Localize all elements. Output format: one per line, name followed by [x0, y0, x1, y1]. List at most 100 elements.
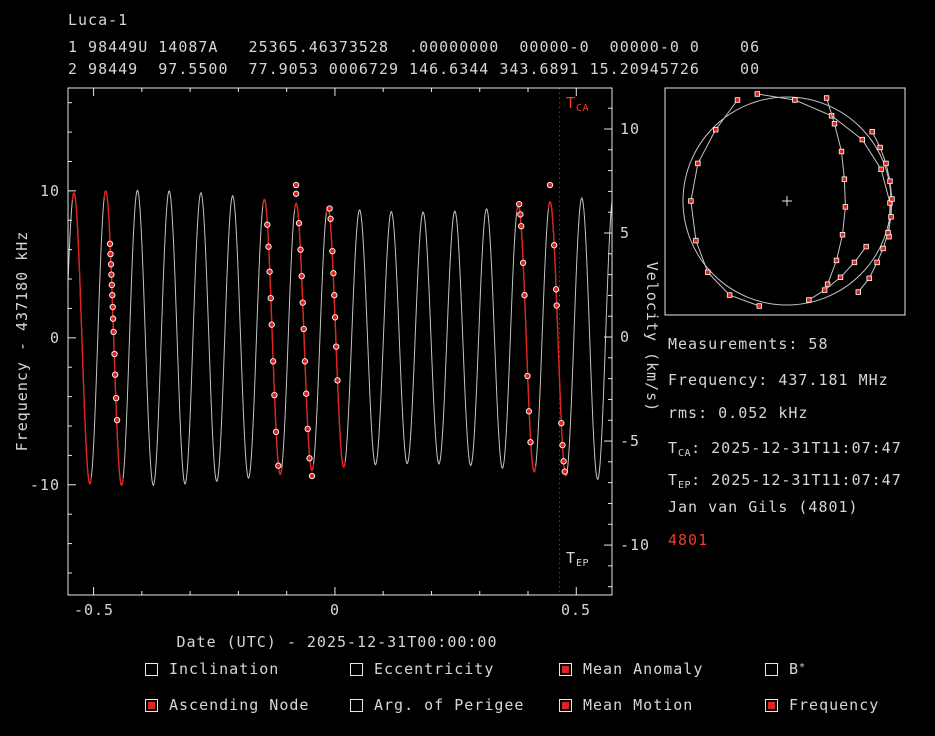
measurement-point[interactable] [330, 270, 337, 277]
measurement-point[interactable] [304, 425, 311, 433]
observed-pass-curve [293, 202, 315, 472]
sky-measurement-point [806, 297, 812, 303]
measurement-point[interactable] [525, 408, 533, 415]
measurement-point[interactable] [308, 472, 316, 480]
sky-measurement-point [831, 121, 838, 127]
measurement-point[interactable] [109, 303, 116, 311]
measurement-point[interactable] [516, 200, 523, 208]
checkbox-inclination[interactable]: Inclination [145, 660, 279, 678]
measurement-point[interactable] [271, 391, 278, 399]
measurement-point[interactable] [300, 325, 307, 333]
doppler-plot[interactable] [67, 87, 613, 596]
measurement-point[interactable] [292, 190, 300, 197]
measurement-point[interactable] [333, 343, 340, 350]
checkbox-ascending-node[interactable]: Ascending Node [145, 696, 309, 714]
measurement-point[interactable] [267, 294, 274, 302]
checkbox-label: Mean Anomaly [583, 660, 704, 678]
observed-pass-curve [103, 190, 124, 486]
sky-track [826, 97, 846, 285]
measurement-point[interactable] [331, 314, 339, 321]
checkbox-arg-of-perigee[interactable]: Arg. of Perigee [350, 696, 524, 714]
checkbox-label: Eccentricity [374, 660, 495, 678]
measurement-point[interactable] [108, 271, 115, 278]
measurement-point[interactable] [299, 299, 306, 306]
sky-measurement-point [855, 289, 861, 295]
measurement-point[interactable] [517, 211, 524, 218]
measurement-point[interactable] [553, 302, 560, 309]
measurement-point[interactable] [552, 286, 560, 293]
sky-measurement-point [869, 128, 875, 135]
measurement-point[interactable] [272, 428, 280, 436]
checkbox-bstar[interactable]: B* [765, 660, 806, 678]
measurement-point[interactable] [268, 321, 275, 328]
measurement-point[interactable] [301, 358, 309, 365]
measurement-point[interactable] [527, 439, 534, 446]
measurement-point[interactable] [107, 261, 115, 268]
tle-line-2: 2 98449 97.5500 77.9053 0006729 146.6344… [68, 60, 761, 78]
sky-measurement-point [878, 166, 884, 172]
measurement-point[interactable] [561, 468, 568, 475]
observed-pass-curve [325, 206, 346, 468]
sky-measurement-point [859, 136, 865, 143]
measurement-point[interactable] [265, 243, 272, 250]
checkbox-eccentricity[interactable]: Eccentricity [350, 660, 495, 678]
zenith-cross-icon [782, 196, 792, 206]
measurement-point[interactable] [326, 205, 333, 212]
sky-measurement-point [693, 237, 699, 244]
measurement-point[interactable] [269, 358, 277, 365]
measurement-point[interactable] [110, 328, 117, 336]
measurement-point[interactable] [297, 246, 304, 253]
measurement-point[interactable] [334, 377, 341, 384]
measurement-point[interactable] [275, 462, 282, 469]
measurement-point[interactable] [108, 281, 115, 289]
sky-measurement-point [863, 243, 869, 250]
sky-measurement-point [841, 176, 848, 182]
measurement-point[interactable] [331, 292, 338, 299]
sky-measurement-point [838, 148, 845, 155]
checkbox-box [765, 698, 778, 712]
measurement-point[interactable] [327, 215, 334, 222]
velocity-tick-label: -10 [620, 536, 651, 554]
checkbox-frequency[interactable]: Frequency [765, 696, 880, 714]
measurement-point[interactable] [113, 416, 121, 424]
measurement-point[interactable] [295, 220, 303, 227]
measurement-point[interactable] [303, 390, 310, 397]
measurement-point[interactable] [524, 372, 531, 380]
measurement-point[interactable] [292, 181, 300, 189]
measurement-point[interactable] [109, 315, 117, 322]
measurement-point[interactable] [111, 350, 118, 358]
sky-measurement-point [883, 160, 889, 167]
measurement-point[interactable] [518, 222, 525, 230]
measurement-point[interactable] [109, 292, 116, 299]
sky-measurement-point [839, 231, 846, 238]
measurement-point[interactable] [559, 441, 566, 449]
sky-measurement-point [713, 127, 719, 133]
measurement-point[interactable] [551, 242, 558, 249]
checkbox-mean-anomaly[interactable]: Mean Anomaly [559, 660, 704, 678]
measurement-point[interactable] [264, 221, 271, 228]
measurement-point[interactable] [266, 268, 273, 275]
checkbox-box [559, 698, 572, 712]
measurement-point[interactable] [560, 458, 567, 465]
measurement-point[interactable] [306, 455, 313, 462]
checkbox-label: Frequency [789, 696, 880, 714]
checkbox-mean-motion[interactable]: Mean Motion [559, 696, 693, 714]
measurement-point[interactable] [546, 181, 554, 189]
site-id: 4801 [668, 531, 709, 549]
measurement-point[interactable] [519, 259, 527, 267]
measurement-point[interactable] [521, 292, 528, 299]
measurement-point[interactable] [113, 394, 120, 402]
sky-measurement-point [889, 196, 895, 202]
sky-measurement-point [885, 229, 891, 236]
measurement-point[interactable] [106, 240, 114, 247]
measurement-point[interactable] [329, 247, 336, 255]
measurement-point[interactable] [107, 250, 114, 258]
sky-track [690, 99, 760, 307]
sky-measurement-point [823, 95, 830, 101]
measurement-point[interactable] [298, 272, 305, 280]
measurement-point[interactable] [558, 419, 565, 427]
velocity-tick-label: 0 [620, 328, 631, 346]
measurement-point[interactable] [112, 371, 119, 378]
